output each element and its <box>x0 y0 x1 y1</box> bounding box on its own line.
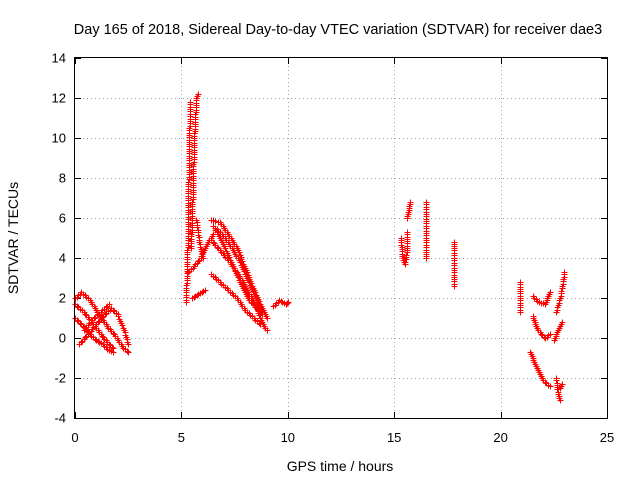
data-point <box>423 255 430 262</box>
data-point <box>559 381 566 388</box>
data-point <box>195 258 202 265</box>
data-point <box>103 304 110 311</box>
y-tick-label: 10 <box>52 131 66 146</box>
data-point <box>125 341 132 348</box>
data-point <box>264 315 271 322</box>
y-axis-label: SDTVAR / TECUs <box>5 182 21 294</box>
data-point <box>74 303 81 310</box>
data-point <box>184 247 191 254</box>
data-point <box>284 300 291 307</box>
axis-ticks <box>75 58 608 419</box>
data-point <box>78 339 85 346</box>
data-point <box>547 383 554 390</box>
data-point <box>110 349 117 356</box>
x-tick-label: 0 <box>71 430 78 445</box>
data-point <box>557 397 564 404</box>
data-point <box>250 288 257 295</box>
data-point <box>106 341 113 348</box>
data-point <box>248 299 255 306</box>
y-tick-label: 14 <box>52 51 66 66</box>
data-point <box>109 344 116 351</box>
data-point <box>99 314 106 321</box>
data-point <box>106 301 113 308</box>
grid <box>75 58 607 418</box>
data-point <box>82 325 89 332</box>
data-point <box>119 322 126 329</box>
data-point <box>202 287 209 294</box>
data-point <box>82 334 89 341</box>
y-tick-labels: -4 -2 0 2 4 6 8 10 12 14 <box>52 51 66 426</box>
data-point <box>187 99 194 106</box>
data-point <box>559 319 566 326</box>
data-point <box>246 279 253 286</box>
x-tick-label: 20 <box>493 430 507 445</box>
data-point <box>125 349 132 356</box>
data-point <box>231 265 238 272</box>
data-point <box>285 299 292 306</box>
data-point <box>95 319 102 326</box>
data-point <box>404 229 411 236</box>
data-point <box>77 320 84 327</box>
data-point <box>235 274 242 281</box>
data-point <box>517 309 524 316</box>
y-tick-label: -2 <box>54 371 66 386</box>
data-point <box>255 307 262 314</box>
chart-title: Day 165 of 2018, Sidereal Day-to-day VTE… <box>74 22 602 38</box>
data-point <box>185 269 192 276</box>
data-point <box>402 259 409 266</box>
data-point <box>256 320 263 327</box>
y-tick-label: 12 <box>52 91 66 106</box>
data-point <box>547 331 554 338</box>
y-tick-label: -4 <box>54 411 66 426</box>
data-point <box>547 289 554 296</box>
data-point <box>554 386 561 393</box>
data-point <box>214 244 221 251</box>
data-point <box>538 331 545 338</box>
data-point <box>124 348 131 355</box>
y-tick-label: 4 <box>59 251 66 266</box>
y-tick-label: 0 <box>59 331 66 346</box>
data-point <box>259 311 266 318</box>
y-tick-label: 2 <box>59 291 66 306</box>
data-point <box>102 311 109 318</box>
data-point <box>212 218 219 225</box>
data-point <box>257 321 264 328</box>
x-tick-label: 10 <box>281 430 295 445</box>
data-point <box>226 254 233 261</box>
y-tick-label: 8 <box>59 171 66 186</box>
y-tick-label: 6 <box>59 211 66 226</box>
x-tick-label: 25 <box>600 430 614 445</box>
data-point <box>195 91 202 98</box>
data-points <box>72 91 568 404</box>
data-point <box>185 179 192 186</box>
data-point <box>241 268 248 275</box>
data-point <box>451 283 458 290</box>
x-tick-label: 5 <box>178 430 185 445</box>
data-point <box>194 224 201 231</box>
data-point <box>256 312 263 319</box>
x-axis-label: GPS time / hours <box>287 458 394 474</box>
data-point <box>189 199 196 206</box>
data-point <box>91 315 98 322</box>
data-point <box>200 255 207 262</box>
data-point <box>110 307 117 314</box>
data-point <box>558 288 565 295</box>
data-point <box>82 311 89 318</box>
data-point <box>74 317 81 324</box>
data-point <box>264 327 271 334</box>
data-point <box>561 269 568 276</box>
data-point <box>237 259 244 266</box>
plot-frame <box>74 57 608 419</box>
data-point <box>553 377 560 384</box>
data-point <box>542 379 549 386</box>
data-point <box>115 313 122 320</box>
x-tick-labels: 0 5 10 15 20 25 <box>71 430 614 445</box>
data-point <box>403 252 410 259</box>
data-point <box>407 199 414 206</box>
data-point <box>222 245 229 252</box>
x-tick-label: 15 <box>387 430 401 445</box>
